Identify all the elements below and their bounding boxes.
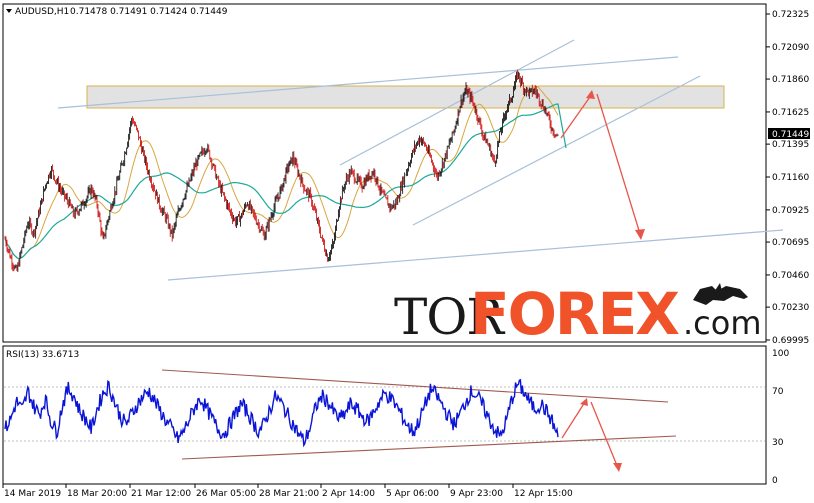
rsi-tick-label: 30 (772, 438, 784, 448)
price-tick-label: 0.71395 (772, 140, 809, 150)
forecast-arrows (560, 93, 642, 238)
rsi-tick-label: 100 (772, 349, 789, 359)
time-tick-label: 18 Mar 20:00 (67, 489, 127, 499)
logo-forex: FOREX (470, 280, 679, 348)
candlestick-series (4, 69, 559, 272)
time-tick-label: 26 Mar 05:00 (196, 489, 256, 499)
price-tick-label: 0.71160 (772, 173, 809, 183)
time-tick-label: 28 Mar 21:00 (259, 489, 319, 499)
lower-trendline (167, 229, 784, 281)
price-tick-label: 0.72325 (772, 10, 809, 20)
logo-tor: TOR (394, 288, 505, 346)
current-price-label: 0.71449 (772, 130, 809, 140)
price-tick-label: 0.70460 (772, 271, 809, 281)
rsi-title: RSI(13) 33.6713 (6, 350, 79, 360)
rsi-arrow-down (590, 401, 619, 469)
rsi-line (4, 378, 559, 448)
price-tick-label: 0.71860 (772, 75, 809, 85)
price-axis: 0.72325 0.72090 0.71860 0.71625 0.71395 0.711… (766, 10, 809, 346)
time-tick-label: 2 Apr 14:00 (322, 489, 375, 499)
rsi-arrowhead-up (580, 398, 588, 406)
torforex-logo: TOR FOREX .com (394, 280, 762, 348)
logo-com: .com (683, 304, 762, 342)
bull-bear-icon (693, 286, 748, 305)
dropdown-icon[interactable] (6, 9, 12, 13)
price-tick-label: 0.70695 (772, 238, 809, 248)
rsi-panel (2, 345, 767, 485)
forecast-arrow-down (596, 93, 642, 238)
current-price-box (768, 128, 810, 139)
time-tick-label: 12 Apr 15:00 (514, 489, 573, 499)
chart-title: AUDUSD,H1 (15, 7, 69, 17)
arrowhead-down (635, 229, 645, 240)
price-tick-label: 0.70925 (772, 206, 809, 216)
time-tick-label: 5 Apr 06:00 (386, 489, 439, 499)
rsi-forecast-arrows (561, 401, 619, 469)
channel-lines (57, 39, 784, 281)
rsi-tick-label: 70 (772, 387, 784, 397)
ascending-channel-top (339, 39, 575, 166)
rsi-trendlines (161, 369, 677, 460)
forecast-arrow-up (560, 93, 593, 139)
ohlc-readout: 0.71478 0.71491 0.71424 0.71449 (70, 7, 228, 17)
price-tick-label: 0.69995 (772, 336, 809, 346)
time-tick-label: 9 Apr 23:00 (450, 489, 503, 499)
rsi-arrowhead-down (613, 463, 622, 472)
rsi-levels (4, 386, 765, 442)
upper-trendline (57, 56, 679, 109)
rsi-lower-trendline (181, 435, 677, 460)
price-tick-label: 0.71625 (772, 108, 809, 118)
rsi-tick-label: 0 (772, 476, 778, 486)
time-axis: 14 Mar 2019 18 Mar 20:00 21 Mar 12:00 26 Ma… (2, 484, 573, 499)
time-tick-label: 14 Mar 2019 (4, 489, 61, 499)
rsi-axis: 100 70 30 0 (772, 349, 789, 486)
ascending-channel-bottom (412, 75, 701, 226)
rsi-upper-trendline (161, 369, 669, 403)
price-tick-label: 0.70230 (772, 303, 809, 313)
time-tick-label: 21 Mar 12:00 (131, 489, 191, 499)
bull-horn-icon (714, 283, 722, 292)
rsi-arrow-up (561, 401, 586, 439)
price-tick-label: 0.72090 (772, 43, 809, 53)
resistance-zone (86, 85, 725, 109)
arrowhead-up (586, 90, 595, 99)
